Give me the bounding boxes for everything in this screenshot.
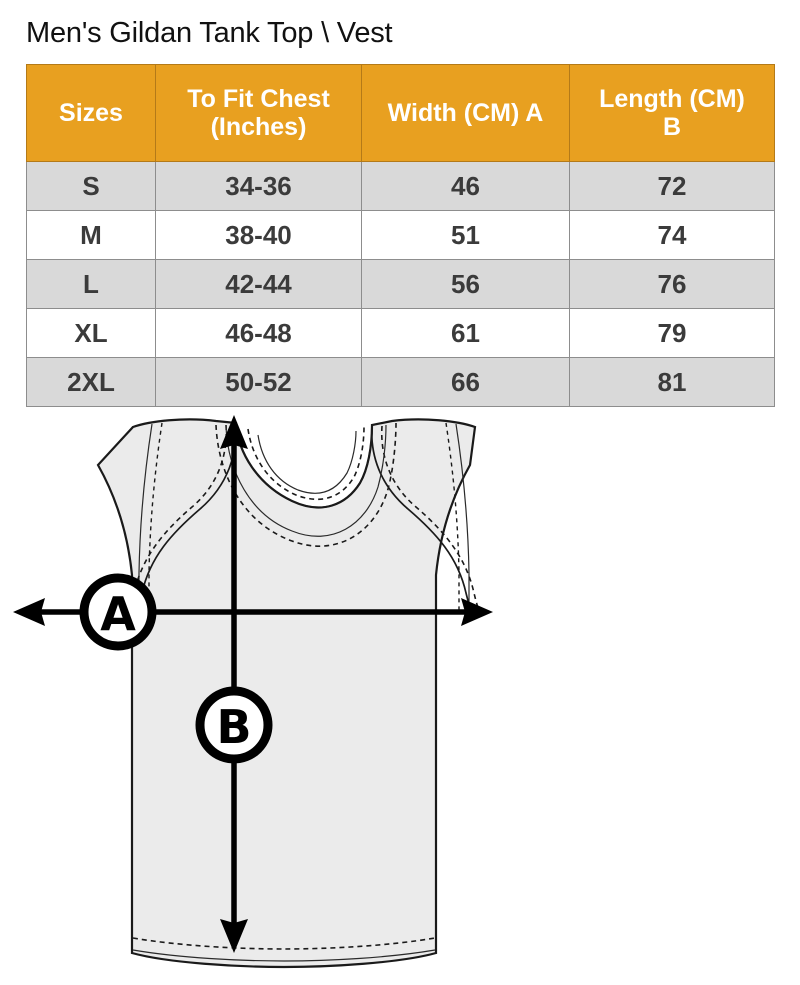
- column-header-sizes-line-1: Sizes: [59, 98, 123, 127]
- measurement-b-arrowhead-top: [220, 415, 248, 449]
- size-chart-container: Sizes To Fit Chest (Inches) Width (CM) A…: [26, 64, 775, 407]
- table-body: S 34-36 46 72 M 38-40 51 74 L 42-44 56 7…: [26, 161, 775, 407]
- measurement-a-arrowhead-left: [13, 598, 45, 626]
- table-row: S 34-36 46 72: [26, 161, 775, 211]
- measurement-b-label: B: [216, 700, 251, 754]
- cell-size: XL: [26, 308, 156, 358]
- column-header-width: Width (CM) A: [361, 64, 570, 162]
- cell-size: M: [26, 210, 156, 260]
- column-header-length-line-1: Length (CM): [599, 84, 745, 113]
- column-header-width-line-1: Width (CM) A: [387, 98, 544, 127]
- neckline-outer: [235, 422, 373, 509]
- cell-length: 76: [569, 259, 775, 309]
- cell-size: S: [26, 161, 156, 211]
- measurement-b-badge: [195, 686, 273, 764]
- garment-diagram: A B: [0, 405, 800, 985]
- left-armhole-stitch: [125, 424, 228, 616]
- neckline-inner-scoop: [225, 424, 387, 537]
- size-chart-table: Sizes To Fit Chest (Inches) Width (CM) A…: [26, 64, 775, 407]
- left-shoulder-seam: [138, 423, 153, 610]
- table-row: XL 46-48 61 79: [26, 308, 775, 358]
- measurement-a-group: A: [13, 573, 493, 651]
- measurement-a-label: A: [100, 587, 136, 641]
- table-header-row: Sizes To Fit Chest (Inches) Width (CM) A…: [26, 64, 775, 162]
- cell-width: 51: [361, 210, 570, 260]
- column-header-chest: To Fit Chest (Inches): [155, 64, 362, 162]
- measurement-b-arrowhead-bottom: [220, 919, 248, 953]
- tank-top-outline: [96, 418, 477, 969]
- cell-width: 61: [361, 308, 570, 358]
- column-header-chest-line-1: To Fit Chest: [187, 84, 330, 113]
- table-row: L 42-44 56 76: [26, 259, 775, 309]
- bottom-hem-edge: [132, 949, 436, 962]
- neckline-collar-stitch: [247, 426, 365, 501]
- cell-chest: 46-48: [155, 308, 362, 358]
- left-shoulder-stitch: [148, 422, 163, 610]
- table-row: 2XL 50-52 66 81: [26, 357, 775, 407]
- cell-length: 74: [569, 210, 775, 260]
- page-title: Men's Gildan Tank Top \ Vest: [26, 17, 393, 49]
- table-row: M 38-40 51 74: [26, 210, 775, 260]
- column-header-sizes: Sizes: [26, 64, 156, 162]
- cell-width: 56: [361, 259, 570, 309]
- right-shoulder-stitch: [445, 422, 460, 610]
- neckline-band-inner: [257, 430, 357, 494]
- cell-size: 2XL: [26, 357, 156, 407]
- cell-chest: 34-36: [155, 161, 362, 211]
- table-header: Sizes To Fit Chest (Inches) Width (CM) A…: [26, 64, 775, 162]
- cell-length: 81: [569, 357, 775, 407]
- bottom-hem-stitch: [132, 937, 436, 950]
- cell-length: 72: [569, 161, 775, 211]
- cell-width: 66: [361, 357, 570, 407]
- measurement-a-badge: [79, 573, 157, 651]
- column-header-length: Length (CM) B: [569, 64, 775, 162]
- cell-chest: 42-44: [155, 259, 362, 309]
- right-shoulder-seam: [455, 423, 470, 610]
- cell-chest: 50-52: [155, 357, 362, 407]
- cell-chest: 38-40: [155, 210, 362, 260]
- column-header-chest-line-2: (Inches): [210, 113, 307, 141]
- measurement-a-arrowhead-right: [461, 598, 493, 626]
- cell-size: L: [26, 259, 156, 309]
- cell-width: 46: [361, 161, 570, 211]
- measurement-b-group: B: [195, 415, 273, 953]
- cell-length: 79: [569, 308, 775, 358]
- column-header-length-line-2: B: [662, 113, 682, 141]
- tank-top-illustration: [96, 418, 483, 969]
